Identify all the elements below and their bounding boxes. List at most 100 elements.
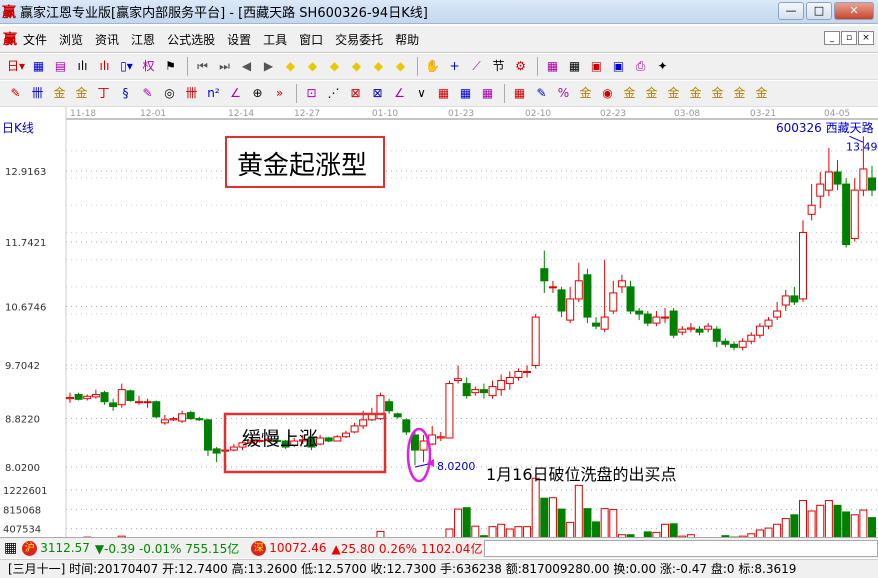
- time-lines-icon[interactable]: 卌: [185, 86, 198, 100]
- prev-icon[interactable]: ◀: [241, 59, 252, 73]
- fan-icon[interactable]: ⋰: [327, 86, 340, 100]
- menu-item-3[interactable]: 江恩: [131, 32, 156, 47]
- candle-up: [505, 377, 514, 385]
- volume-bar: [600, 508, 609, 549]
- target-icon[interactable]: ⊕: [252, 86, 263, 100]
- right-diamond-icon[interactable]: ◆: [307, 59, 318, 73]
- low-marker: 8.0200: [437, 460, 476, 473]
- gold8-icon[interactable]: 金: [733, 86, 746, 100]
- candle-up: [816, 183, 825, 197]
- indicator3-icon[interactable]: ılı: [77, 59, 88, 73]
- box-icon[interactable]: ⊡: [306, 86, 317, 100]
- indicator9-icon[interactable]: ılı: [99, 59, 110, 73]
- menu-item-8[interactable]: 交易委托: [335, 32, 384, 47]
- maximize-button[interactable]: □: [806, 2, 832, 20]
- calculator-icon[interactable]: ▦: [4, 540, 18, 556]
- gann-t-icon[interactable]: 丁: [97, 86, 110, 100]
- calculator-icon[interactable]: ▦: [568, 59, 581, 73]
- command-input[interactable]: [484, 539, 878, 557]
- volume-bar: [755, 529, 764, 549]
- candle-up: [66, 396, 74, 400]
- flag-icon[interactable]: ⚑: [165, 59, 176, 73]
- volume-bar: [454, 508, 463, 549]
- gold5-icon[interactable]: 金: [667, 86, 680, 100]
- candle-down: [307, 437, 316, 448]
- slow-rise-label: 缓慢上涨: [242, 428, 318, 450]
- mdi-close-button[interactable]: ×: [858, 31, 874, 45]
- move-diamond-icon[interactable]: ◆: [395, 59, 406, 73]
- mdi-minimize-button[interactable]: _: [824, 31, 840, 45]
- minimize-button[interactable]: —: [778, 2, 804, 20]
- gann-gold-icon[interactable]: 金: [53, 86, 66, 100]
- menu-item-0[interactable]: 文件: [23, 32, 48, 47]
- kline-chart[interactable]: 11-18 12-01 12-14 12-27 01-10 01-23 02-10 02-23…: [0, 107, 878, 549]
- gann-spiral-icon[interactable]: §: [122, 86, 129, 100]
- volume-tick: 407534: [3, 525, 41, 536]
- pen-icon[interactable]: ✎: [10, 86, 21, 100]
- gold6-icon[interactable]: 金: [689, 86, 702, 100]
- mdi-restore-button[interactable]: ▫: [841, 31, 857, 45]
- grid-icon[interactable]: ⊠: [372, 86, 383, 100]
- wave-icon[interactable]: ∨: [417, 86, 426, 100]
- angle-icon[interactable]: ∠: [230, 86, 241, 100]
- menu-item-7[interactable]: 窗口: [299, 32, 324, 47]
- line-tool-icon[interactable]: ⟋: [472, 59, 481, 73]
- coin-icon[interactable]: ◉: [602, 86, 613, 100]
- first-icon[interactable]: ⏮: [197, 59, 208, 73]
- menu-item-2[interactable]: 资讯: [95, 32, 120, 47]
- grid4-icon[interactable]: ▦: [481, 86, 494, 100]
- draw-icon[interactable]: ✎: [536, 86, 547, 100]
- cross-diamond-icon[interactable]: ◆: [373, 59, 384, 73]
- save-icon[interactable]: ▣: [612, 59, 625, 73]
- gold4-icon[interactable]: 金: [645, 86, 658, 100]
- info-icon[interactable]: ▤: [54, 59, 67, 73]
- window-icon[interactable]: ▣: [590, 59, 603, 73]
- pen2-icon[interactable]: ✎: [142, 86, 153, 100]
- candle-type-icon[interactable]: ▯▾: [120, 59, 133, 73]
- menu-item-1[interactable]: 浏览: [59, 32, 84, 47]
- shrink-diamond-icon[interactable]: ◆: [351, 59, 362, 73]
- print-icon[interactable]: ⎙: [635, 59, 646, 73]
- crosshair-icon[interactable]: +: [449, 59, 460, 73]
- sz-index-value: 10072.46: [269, 541, 327, 555]
- n2-icon[interactable]: n²: [207, 86, 220, 100]
- hand-icon[interactable]: ✋: [425, 59, 440, 73]
- candle-up: [298, 439, 307, 442]
- left-diamond-icon[interactable]: ◆: [285, 59, 296, 73]
- close-button[interactable]: ✕: [834, 2, 874, 20]
- period-day-icon[interactable]: 日▾: [7, 59, 26, 73]
- menu-item-6[interactable]: 工具: [263, 32, 288, 47]
- period-label: 日K线: [2, 121, 34, 135]
- gann-lines-icon[interactable]: 卌: [31, 86, 44, 100]
- next-icon[interactable]: ▶: [263, 59, 274, 73]
- calendar-icon[interactable]: ▦: [546, 59, 559, 73]
- candle-up: [799, 231, 808, 300]
- percent-icon[interactable]: %: [557, 86, 570, 100]
- grid2-icon[interactable]: ▦: [437, 86, 450, 100]
- settings-icon[interactable]: ✦: [657, 59, 668, 73]
- candle-down: [281, 440, 290, 448]
- tool-icon[interactable]: ⚙: [515, 59, 526, 73]
- grid3-icon[interactable]: ▦: [459, 86, 472, 100]
- menu-item-9[interactable]: 帮助: [395, 32, 420, 47]
- candle-up: [488, 386, 497, 397]
- candle-up: [566, 298, 575, 321]
- gold3-icon[interactable]: 金: [623, 86, 636, 100]
- table-icon[interactable]: ▦: [513, 86, 526, 100]
- menu-item-5[interactable]: 设置: [227, 32, 252, 47]
- cycle-icon[interactable]: ◎: [164, 86, 175, 100]
- expand-diamond-icon[interactable]: ◆: [329, 59, 340, 73]
- square-icon[interactable]: ⊠: [350, 86, 361, 100]
- angle2-icon[interactable]: ∠: [394, 86, 405, 100]
- volume-bar: [514, 526, 523, 549]
- gold-icon[interactable]: 金: [579, 86, 592, 100]
- last-icon[interactable]: ⏭: [219, 59, 230, 73]
- analysis-icon[interactable]: ▦: [32, 59, 45, 73]
- rights-icon[interactable]: 权: [142, 59, 155, 73]
- menu-item-4[interactable]: 公式选股: [167, 32, 216, 47]
- gold7-icon[interactable]: 金: [711, 86, 724, 100]
- gold9-icon[interactable]: 金: [755, 86, 768, 100]
- abc-icon[interactable]: 节: [492, 59, 505, 73]
- gann-gold2-icon[interactable]: 金: [75, 86, 88, 100]
- more-icon[interactable]: »: [275, 86, 284, 100]
